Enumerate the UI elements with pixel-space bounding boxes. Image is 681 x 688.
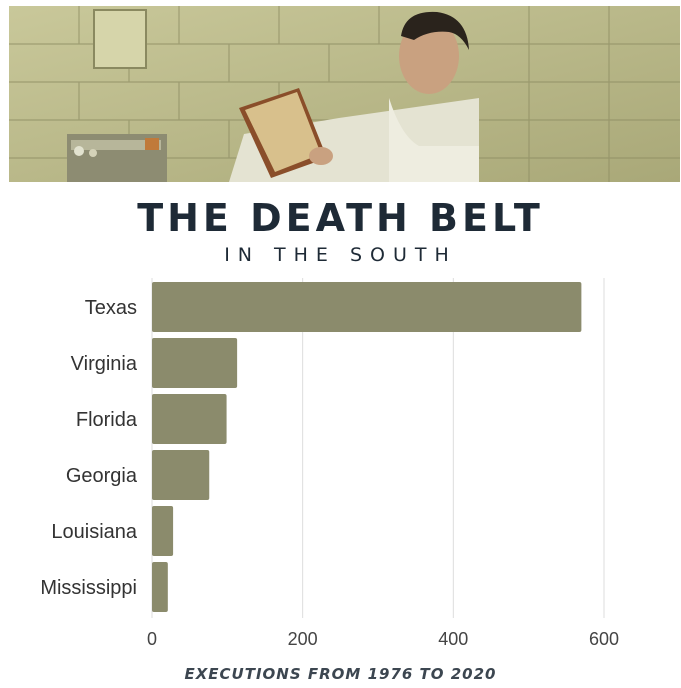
bar-georgia [152, 450, 210, 500]
category-labels: Texas Virginia Florida Georgia Louisiana Miss… [40, 297, 138, 599]
chart-subtitle: IN THE SOUTH [224, 244, 457, 266]
x-tick-label: 600 [589, 629, 619, 649]
bar-chart: Texas Virginia Florida Georgia Louisiana Miss… [40, 278, 619, 649]
category-label: Virginia [71, 353, 138, 375]
x-tick-labels: 0 200 400 600 [147, 629, 619, 649]
category-label: Mississippi [40, 577, 137, 599]
x-tick-label: 0 [147, 629, 157, 649]
x-tick-label: 200 [288, 629, 318, 649]
bar-florida [152, 394, 227, 444]
gridlines [151, 278, 605, 618]
bars [152, 282, 582, 612]
category-label: Florida [76, 409, 138, 431]
bar-virginia [152, 338, 238, 388]
bar-mississippi [152, 562, 168, 612]
chart-title: THE DEATH BELT [137, 196, 544, 240]
category-label: Louisiana [51, 521, 138, 543]
bar-texas [152, 282, 582, 332]
category-label: Texas [85, 297, 137, 319]
category-label: Georgia [66, 465, 138, 487]
header-photo [9, 6, 680, 182]
x-tick-label: 400 [438, 629, 468, 649]
bar-louisiana [152, 506, 174, 556]
x-axis-label: EXECUTIONS FROM 1976 TO 2020 [184, 665, 497, 683]
